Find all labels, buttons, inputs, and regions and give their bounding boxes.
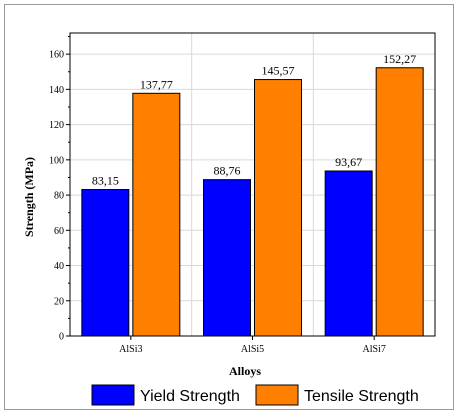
legend-swatch-tensile — [255, 384, 299, 406]
x-tick-label: AlSi3 — [119, 344, 142, 355]
data-label: 145,57 — [262, 64, 295, 78]
bar-alsi5-tensile — [254, 79, 302, 337]
plot-border — [69, 32, 436, 337]
y-tick-label: 80 — [54, 191, 64, 202]
data-label: 137,77 — [140, 77, 173, 91]
bar-alsi7-yield — [324, 170, 373, 337]
y-tick-label: 40 — [54, 261, 64, 272]
x-tick-label: AlSi5 — [241, 344, 264, 355]
y-tick-label: 20 — [54, 296, 64, 307]
legend-swatch-yield — [91, 384, 135, 406]
bar-alsi5-yield — [203, 179, 251, 337]
grid-lines — [70, 33, 435, 336]
y-tick-label: 160 — [49, 50, 64, 61]
data-label: 83,15 — [92, 174, 119, 188]
y-tick-label: 100 — [49, 155, 64, 166]
y-axis-title: Strength (MPa) — [22, 157, 36, 237]
data-label: 88,76 — [214, 164, 241, 178]
labels: 83,15 137,77 AlSi3 88,76 145,57 AlSi5 93,67 152… — [49, 50, 416, 355]
y-tick-label: 0 — [59, 332, 64, 343]
bar-alsi3-tensile — [132, 92, 181, 337]
legend-label-tensile: Tensile Strength — [304, 388, 419, 405]
data-label: 93,67 — [335, 155, 362, 169]
bar-alsi3-yield — [81, 189, 130, 337]
axes — [66, 32, 436, 340]
y-tick-label: 120 — [49, 120, 64, 131]
y-tick-label: 60 — [54, 226, 64, 237]
data-label: 152,27 — [383, 52, 416, 66]
x-tick-label: AlSi7 — [362, 344, 385, 355]
legend: Yield Strength Tensile Strength — [91, 384, 419, 406]
legend-label-yield: Yield Strength — [140, 388, 240, 405]
bars — [81, 67, 424, 337]
bar-alsi7-tensile — [375, 67, 424, 337]
y-tick-label: 140 — [49, 85, 64, 96]
x-axis-title: Alloys — [229, 364, 261, 378]
